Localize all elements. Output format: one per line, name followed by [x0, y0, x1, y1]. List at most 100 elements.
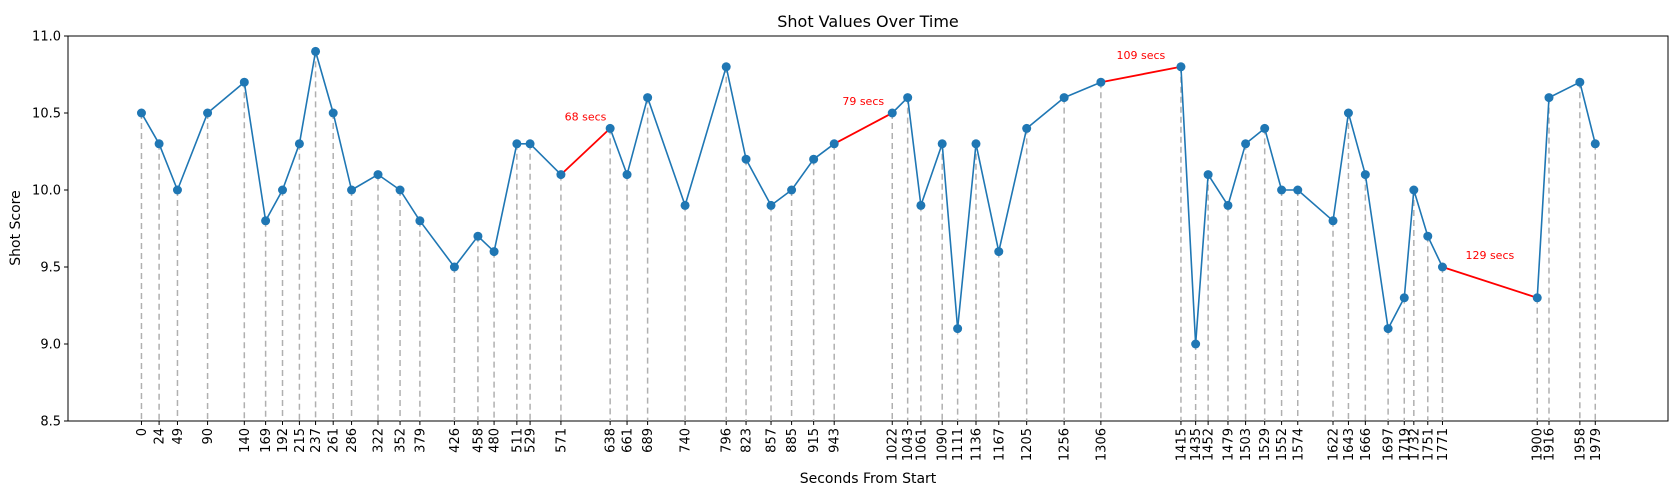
x-tick-label: 192	[276, 428, 291, 453]
data-point	[809, 154, 819, 164]
x-tick-label: 529	[524, 428, 539, 453]
x-tick-label: 1529	[1258, 428, 1273, 461]
series-segment	[1063, 81, 1102, 99]
data-point	[328, 108, 338, 118]
series-segment	[684, 66, 728, 207]
x-tick-label: 480	[488, 428, 503, 453]
series-segment	[314, 50, 334, 114]
data-point	[347, 185, 357, 195]
x-tick-label: 1415	[1174, 428, 1189, 461]
data-point	[449, 262, 459, 272]
series-segment	[975, 143, 1000, 253]
series-segment	[725, 66, 747, 160]
data-point	[1575, 77, 1585, 87]
series-segment	[1387, 296, 1406, 330]
x-tick-label: 1503	[1239, 428, 1254, 461]
data-point	[1544, 93, 1554, 103]
x-tick-label: 24	[153, 428, 168, 445]
x-tick-label: 915	[807, 428, 822, 453]
x-tick-label: 857	[765, 428, 780, 453]
gap-label: 79 secs	[842, 95, 884, 108]
x-tick-label: 1090	[936, 428, 951, 461]
series-segment	[1025, 96, 1065, 130]
series-segment	[1413, 189, 1429, 237]
data-point	[1409, 185, 1419, 195]
series-segment	[1263, 127, 1283, 191]
gap-labels: 68 secs 79 secs 109 secs 129 secs	[565, 49, 1515, 262]
data-point	[1176, 62, 1186, 72]
y-axis-title: Shot Score	[8, 190, 24, 265]
y-tick-label: 8.5	[40, 415, 61, 430]
data-point	[1096, 77, 1106, 87]
data-point	[294, 139, 304, 149]
x-axis-title: Seconds From Start	[800, 471, 937, 487]
series-segment	[906, 96, 922, 207]
series-segment	[298, 50, 317, 145]
data-point	[721, 62, 731, 72]
data-point	[622, 170, 632, 180]
data-point	[415, 216, 425, 226]
data-point	[916, 200, 926, 210]
x-tick-label: 0	[135, 428, 150, 436]
x-tick-label: 49	[171, 428, 186, 445]
series-segment	[332, 112, 353, 191]
x-tick-label: 352	[394, 428, 409, 453]
x-tick-label: 426	[448, 428, 463, 453]
x-tick-label: 140	[238, 428, 253, 453]
series-segment	[1207, 173, 1229, 207]
series-segment	[350, 173, 379, 191]
data-point	[1343, 108, 1353, 118]
series-segment	[1180, 66, 1197, 345]
data-point	[994, 247, 1004, 257]
x-tick-label: 511	[510, 428, 525, 453]
data-point	[1437, 262, 1447, 272]
x-tick-label: 90	[201, 428, 216, 445]
series-segment	[626, 96, 649, 176]
y-tick-label: 10.0	[32, 184, 61, 199]
data-point	[1532, 293, 1542, 303]
data-point	[953, 324, 963, 334]
data-point	[489, 247, 499, 257]
data-point	[373, 170, 383, 180]
data-point	[1328, 216, 1338, 226]
data-point	[1022, 123, 1032, 133]
data-point	[1423, 231, 1433, 241]
x-tick-label: 1719	[1398, 428, 1413, 461]
x-tick-label: 1979	[1589, 428, 1604, 461]
x-tick-label: 169	[259, 428, 274, 453]
series-segment	[1536, 96, 1550, 299]
x-tick-label: 823	[740, 428, 755, 453]
x-tick-label: 286	[345, 428, 360, 453]
data-point	[1191, 339, 1201, 349]
data-point	[1383, 324, 1393, 334]
x-axis-ticks: 0 24 49 90 140 169 192 215 237 261 286 322 352 379 426…	[135, 421, 1604, 461]
data-point	[787, 185, 797, 195]
chart-title: Shot Values Over Time	[777, 12, 959, 31]
data-point	[1203, 170, 1213, 180]
data-point	[937, 139, 947, 149]
x-tick-label: 237	[309, 428, 324, 453]
series-segment	[1332, 112, 1350, 222]
data-point	[1241, 139, 1251, 149]
series-segment	[920, 143, 943, 207]
series-segment	[399, 189, 421, 222]
series-segment	[1426, 235, 1444, 268]
data-point	[154, 139, 164, 149]
x-tick-label: 1574	[1291, 428, 1306, 461]
x-tick-label: 1306	[1094, 428, 1109, 461]
series-segment	[453, 235, 479, 268]
x-tick-label: 215	[293, 428, 308, 453]
data-point	[1277, 185, 1287, 195]
series-segment	[243, 81, 267, 222]
data-point	[680, 200, 690, 210]
series-segment	[419, 220, 456, 268]
series-segment	[158, 143, 179, 191]
data-point	[172, 185, 182, 195]
gap-segment	[560, 127, 611, 176]
drop-lines	[140, 51, 1597, 421]
y-tick-label: 10.5	[32, 107, 61, 122]
x-tick-label: 1552	[1275, 428, 1290, 461]
series-segment	[140, 112, 160, 145]
x-tick-label: 1111	[951, 428, 966, 461]
